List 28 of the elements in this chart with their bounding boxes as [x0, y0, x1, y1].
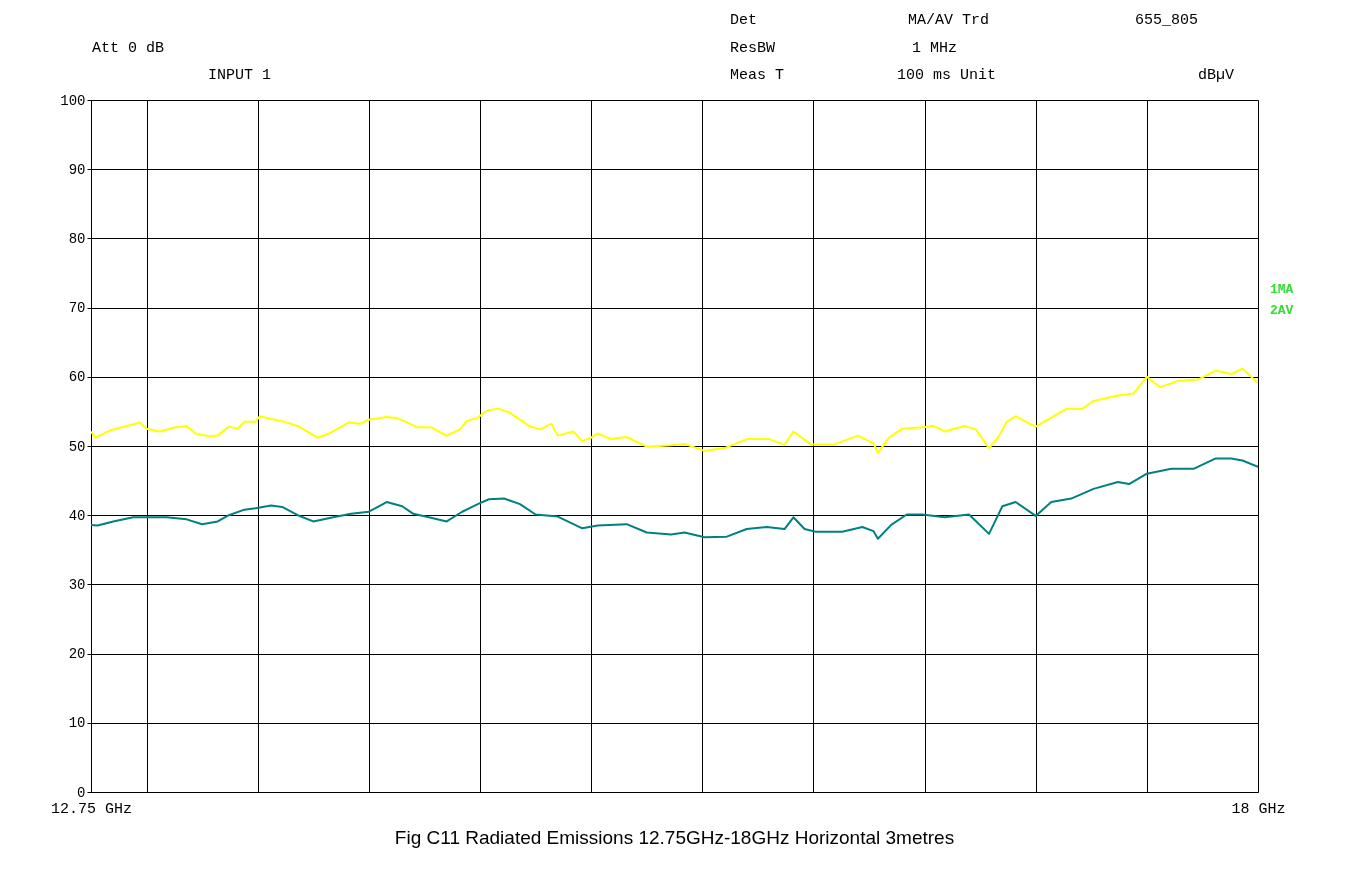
text: 1MA — [1270, 282, 1294, 297]
line-series — [91, 367, 1258, 454]
text: Det — [730, 12, 758, 29]
x-tick-label: 18 GHz — [1231, 800, 1286, 818]
y-tick-label: 30 — [68, 576, 86, 593]
text: 1 MHz — [912, 40, 958, 57]
y-tick-label: 80 — [68, 230, 86, 247]
text: Fig C11 Radiated Emissions 12.75GHz-18GHz Horizontal 3metres — [394, 827, 955, 848]
y-tick-label: 10 — [68, 715, 86, 732]
text: Att 0 dB — [92, 40, 165, 57]
y-tick-label: 20 — [68, 646, 86, 663]
line-series — [91, 457, 1258, 540]
y-tick-label: 100 — [60, 92, 86, 109]
text: 100 ms Unit — [897, 67, 997, 84]
y-tick-label: 50 — [68, 438, 86, 455]
text: ResBW — [730, 40, 776, 57]
text: INPUT 1 — [208, 67, 272, 84]
text: Meas T — [730, 67, 785, 84]
text: 655_805 — [1135, 12, 1199, 29]
x-tick-label: 12.75 GHz — [50, 800, 133, 818]
y-tick-label: 40 — [68, 507, 86, 524]
y-tick-label: 0 — [77, 784, 86, 801]
y-tick-label: 60 — [68, 369, 86, 386]
text: MA/AV Trd — [908, 12, 990, 29]
text: dBµV — [1198, 67, 1235, 84]
y-tick-label: 90 — [68, 161, 86, 178]
text: 2AV — [1270, 303, 1294, 318]
y-tick-label: 70 — [68, 300, 86, 317]
